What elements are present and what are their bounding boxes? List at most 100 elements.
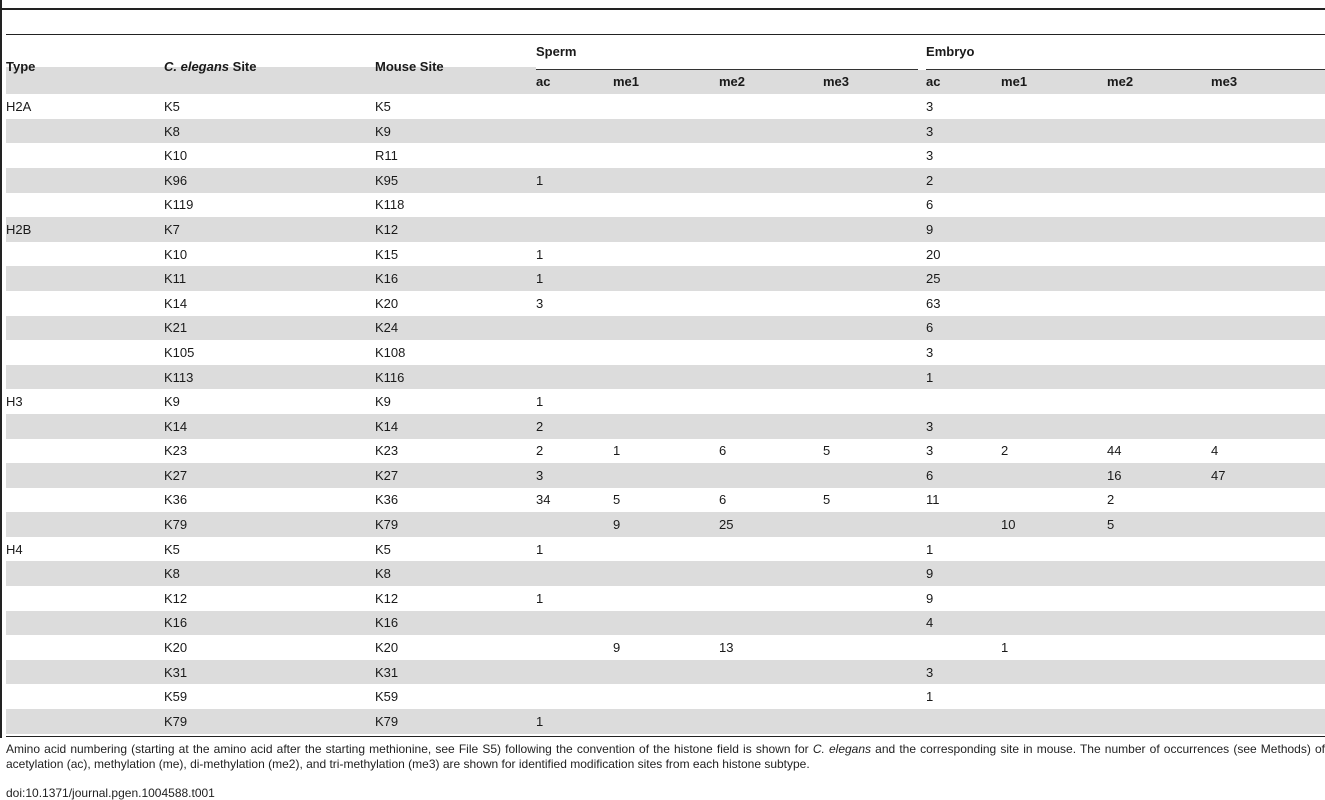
- table-cell: 16: [1107, 463, 1212, 488]
- table-cell: 3: [918, 118, 1002, 144]
- table-cell: K108: [375, 344, 406, 360]
- table-cell: K119: [164, 197, 194, 213]
- table-cell: [1107, 537, 1211, 562]
- table-cell: [1211, 143, 1325, 168]
- table-cell: [6, 242, 164, 267]
- table-cell: [1001, 217, 1108, 242]
- caption-text-1: Amino acid numbering (starting at the am…: [6, 742, 813, 756]
- table-cell: K31: [164, 659, 375, 685]
- table-cell: [719, 463, 823, 488]
- table-cell: [719, 167, 823, 193]
- table-cell: 3: [918, 340, 1002, 365]
- table-cell: 10: [1001, 512, 1108, 537]
- table-cell: [613, 610, 719, 636]
- table-cell: [1107, 94, 1211, 119]
- table-cell: [1001, 118, 1108, 144]
- table-body: H2A K5 K5 3 K8 K9 3 K10 R11 3 K96 K95 1 2 K119 K118 6 H2B…: [6, 94, 1325, 734]
- table-cell: [719, 389, 823, 414]
- table-cell: [823, 167, 923, 193]
- table-cell: K79: [375, 709, 536, 734]
- table-row: K119 K118 6: [6, 192, 1325, 218]
- table-cell: [1211, 193, 1325, 218]
- table-cell: [6, 266, 164, 291]
- table-cell: [536, 118, 613, 144]
- table-cell: K27: [375, 463, 536, 488]
- table-cell: [613, 193, 719, 218]
- table-cell: 9: [918, 561, 1002, 587]
- table-cell: [1107, 217, 1212, 242]
- table-cell: [823, 291, 922, 316]
- table-cell: [823, 315, 923, 341]
- table-cell: 3: [918, 659, 1002, 685]
- table-cell: 1: [536, 590, 544, 606]
- table-cell: K9: [164, 394, 180, 410]
- table-cell: [1211, 561, 1325, 587]
- table-cell: K16: [375, 610, 536, 636]
- table-cell: [613, 389, 719, 414]
- table-cell: K16: [164, 610, 375, 636]
- table-row: K27 K27 3 6 16 47: [6, 463, 1325, 488]
- table-cell: [1107, 364, 1212, 390]
- table-row: K14 K14 2 3: [6, 413, 1325, 439]
- table-cell: K5: [375, 98, 391, 114]
- table-row: K8 K8 9: [6, 561, 1325, 587]
- table-row: K105 K108 3: [6, 340, 1325, 365]
- table-row: K12 K12 1 9: [6, 586, 1325, 611]
- table-cell: [6, 413, 164, 439]
- table-cell: K20: [164, 640, 188, 656]
- table-cell: [613, 364, 719, 390]
- table-row: H2B K7 K12 9: [6, 217, 1325, 242]
- table-cell: [1107, 266, 1212, 291]
- sub-header: me2: [719, 69, 823, 95]
- table-cell: [823, 217, 923, 242]
- table-cell: [719, 118, 823, 144]
- table-cell: [1211, 167, 1325, 193]
- table-cell: [6, 143, 164, 168]
- table-row: K10 R11 3: [6, 143, 1325, 168]
- table-cell: [536, 364, 613, 390]
- table-cell: [1001, 488, 1107, 513]
- table-row: K8 K9 3: [6, 118, 1325, 144]
- table-cell: [1107, 291, 1211, 316]
- table-cell: 6: [918, 463, 1002, 488]
- table-cell: [823, 193, 922, 218]
- sub-header: ac: [536, 69, 613, 95]
- sub-header: me1: [613, 69, 719, 95]
- table-cell: K14: [164, 295, 188, 311]
- caption-species: C. elegans: [812, 742, 872, 756]
- table-cell: K14: [164, 413, 375, 439]
- table-cell: [613, 242, 719, 267]
- table-cell: [823, 143, 922, 168]
- table-cell: K21: [164, 315, 375, 341]
- table-cell: 1: [536, 394, 544, 410]
- table-cell: [823, 118, 923, 144]
- table-cell: [1107, 684, 1211, 709]
- table-cell: 1: [536, 541, 544, 557]
- table-cell: [6, 439, 164, 464]
- table-row: K10 K15 1 20: [6, 241, 1325, 267]
- table-cell: 5: [613, 492, 621, 508]
- table-cell: K96: [164, 167, 375, 193]
- table-row: K59 K59 1: [6, 684, 1325, 710]
- table-cell: [719, 94, 823, 119]
- table-cell: [823, 610, 923, 636]
- table-cell: 3: [536, 295, 544, 311]
- table-cell: [6, 167, 164, 193]
- table-cell: 25: [918, 266, 1002, 291]
- table-cell: K5: [164, 98, 180, 114]
- table-cell: [536, 561, 613, 587]
- table-cell: [823, 242, 922, 267]
- table-cell: K20: [375, 295, 399, 311]
- table-cell: 2: [536, 413, 613, 439]
- table-cell: [536, 635, 613, 660]
- table-cell: 4: [918, 610, 1002, 636]
- sub-header: me1: [1001, 69, 1108, 95]
- sub-header: me3: [1211, 69, 1325, 95]
- table-cell: K12: [375, 590, 399, 606]
- table-cell: K23: [375, 443, 399, 459]
- table-cell: K23: [164, 443, 188, 459]
- table-cell: [1211, 684, 1325, 709]
- table-cell: [6, 291, 164, 316]
- table-cell: [613, 94, 719, 119]
- table-cell: [719, 143, 823, 168]
